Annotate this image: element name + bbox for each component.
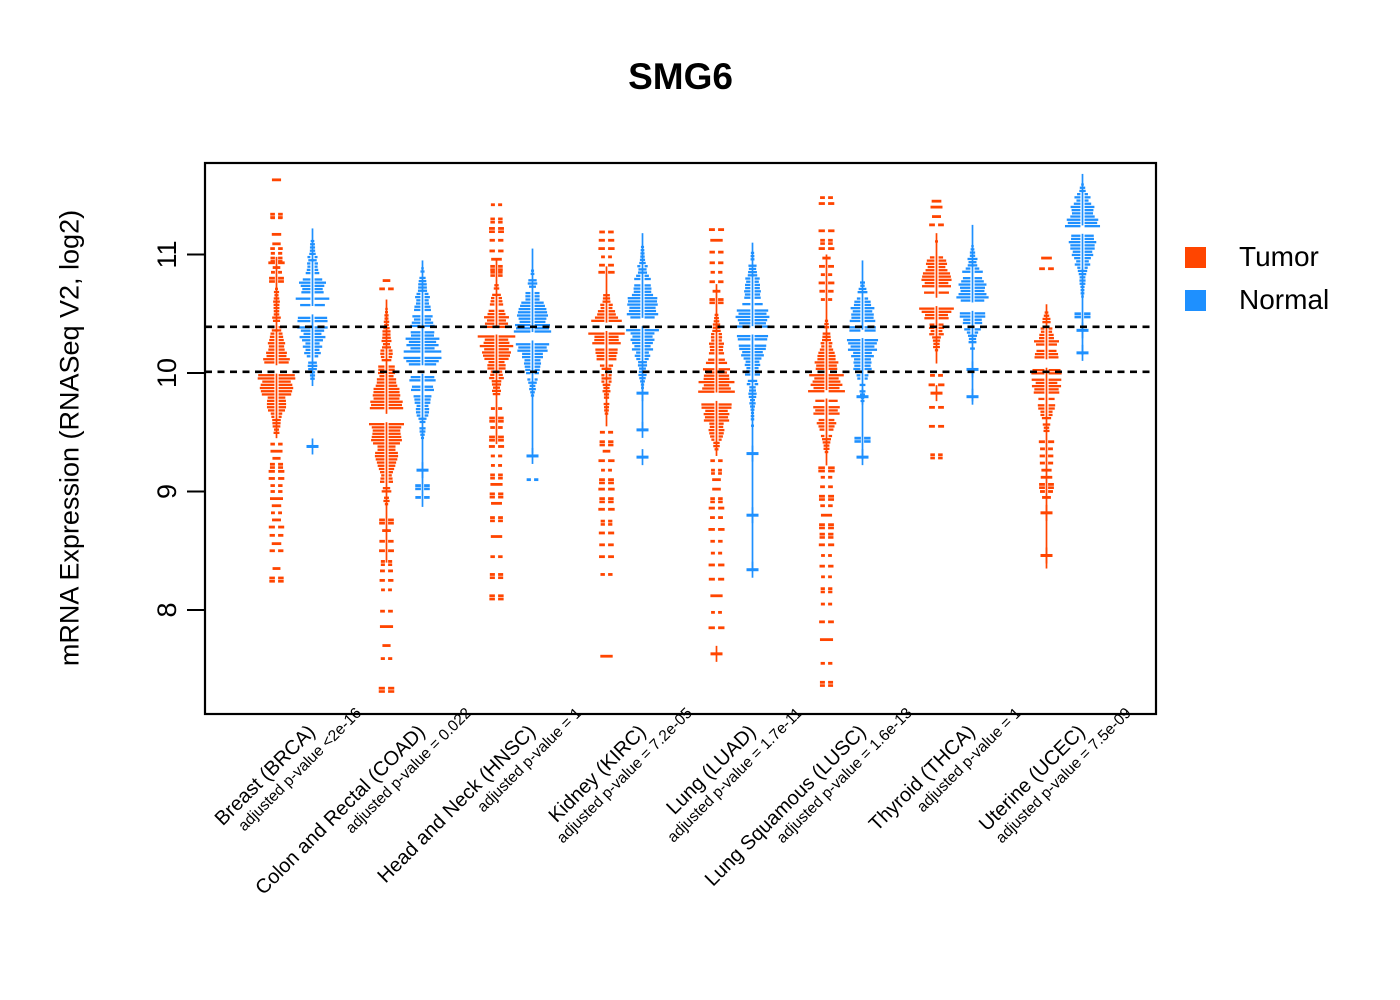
legend-item-tumor: Tumor — [1185, 241, 1329, 273]
legend-swatch-icon — [1185, 246, 1206, 268]
legend: Tumor Normal — [1185, 241, 1329, 327]
violin-tumor-5 — [808, 196, 845, 687]
violin-normal-3 — [626, 233, 659, 466]
violin-tumor-7 — [1031, 256, 1062, 569]
violin-normal-7 — [1064, 173, 1101, 361]
chart-title: SMG6 — [628, 56, 733, 97]
violin-normal-6 — [956, 224, 989, 405]
y-tick-label: 8 — [152, 602, 182, 617]
y-tick-label: 10 — [152, 358, 182, 388]
violin-normal-5 — [846, 260, 879, 466]
violin-normal-4 — [735, 242, 770, 578]
legend-item-normal: Normal — [1185, 284, 1329, 316]
violins — [257, 173, 1101, 693]
violin-normal-2 — [513, 248, 552, 482]
legend-label: Tumor — [1239, 241, 1319, 272]
violin-tumor-0 — [257, 178, 296, 583]
violin-tumor-4 — [698, 228, 735, 662]
y-tick-label: 9 — [152, 484, 182, 499]
violin-tumor-3 — [588, 230, 625, 658]
violin-normal-0 — [295, 228, 330, 455]
plot-border — [203, 161, 1158, 716]
violin-tumor-2 — [477, 203, 516, 601]
violin-tumor-6 — [919, 199, 954, 460]
violin-tumor-1 — [368, 279, 405, 693]
legend-label: Normal — [1239, 284, 1330, 315]
violin-normal-1 — [403, 260, 442, 507]
legend-swatch-icon — [1185, 289, 1206, 311]
y-tick-label: 11 — [152, 240, 182, 268]
